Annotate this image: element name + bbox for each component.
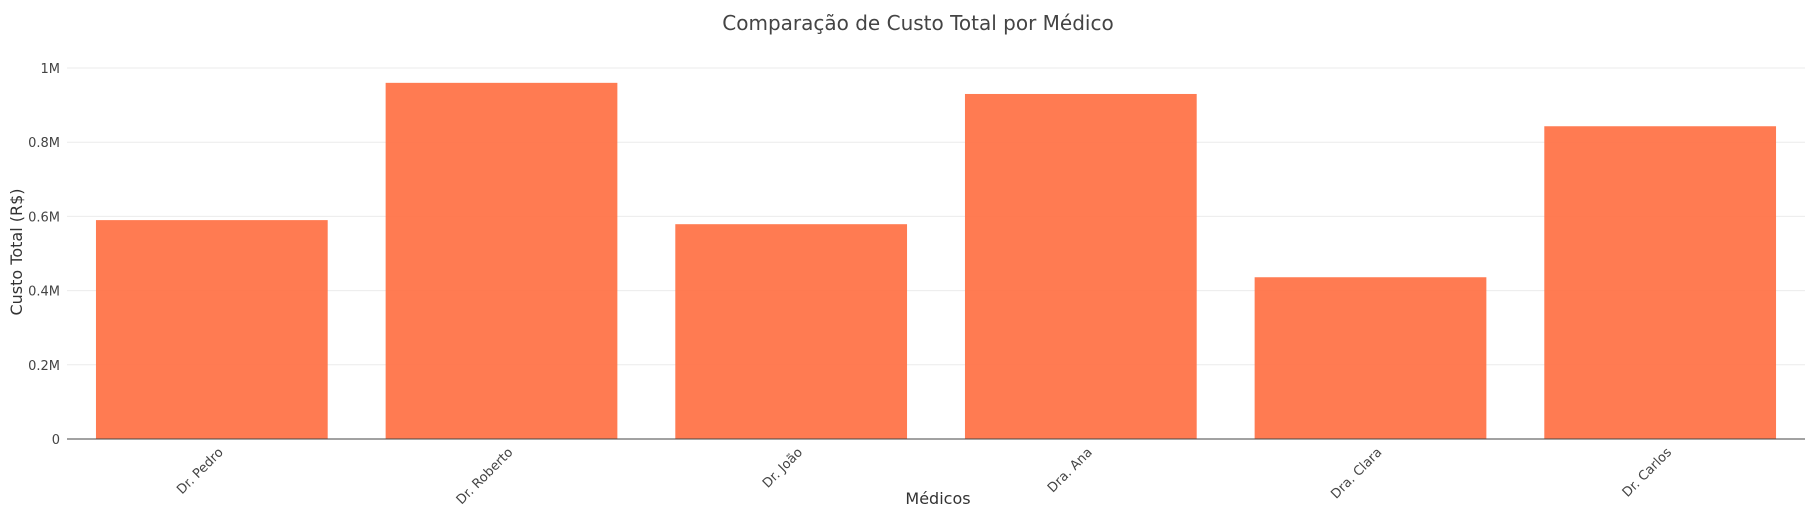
y-axis-title: Custo Total (R$) — [7, 188, 26, 315]
chart-title: Comparação de Custo Total por Médico — [722, 11, 1113, 35]
x-tick-label: Dr. Roberto — [454, 445, 517, 508]
y-tick-label: 0.6M — [28, 210, 60, 225]
y-tick-label: 1M — [41, 62, 61, 77]
y-tick-label: 0.2M — [28, 359, 60, 374]
bar[interactable] — [385, 82, 618, 439]
bar[interactable] — [1544, 126, 1777, 439]
x-tick-label: Dra. Ana — [1045, 445, 1096, 496]
x-tick-label: Dra. Clara — [1328, 445, 1385, 502]
bar[interactable] — [675, 224, 908, 439]
bars — [95, 82, 1777, 439]
y-tick-label: 0.4M — [28, 285, 60, 300]
x-tick-label: Dr. Carlos — [1620, 445, 1675, 500]
bar[interactable] — [95, 220, 328, 439]
gridlines — [67, 67, 1805, 366]
x-tick-label: Dr. João — [760, 445, 806, 491]
y-tick-label: 0 — [52, 433, 60, 448]
bar[interactable] — [964, 93, 1197, 439]
x-tick-label: Dr. Pedro — [174, 445, 226, 497]
y-tick-labels: 0 0.2M 0.4M 0.6M 0.8M 1M — [28, 62, 60, 448]
y-tick-label: 0.8M — [28, 136, 60, 151]
bar[interactable] — [1254, 277, 1487, 439]
x-axis-title: Médicos — [905, 489, 970, 508]
